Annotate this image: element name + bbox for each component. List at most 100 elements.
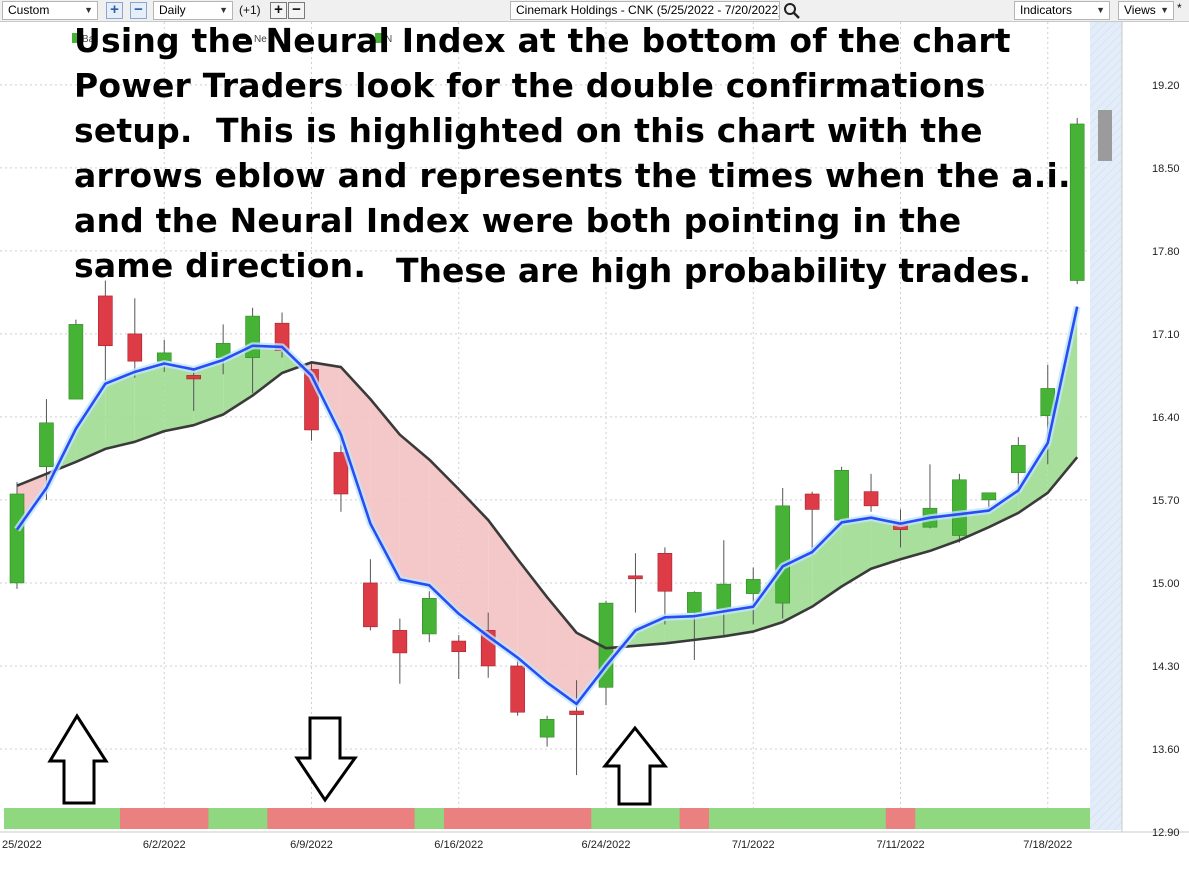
bull-band (753, 566, 783, 632)
candle-up (539, 719, 555, 738)
toolbar: Custom ▼ + − Daily ▼ (+1) + − Cinemark H… (0, 0, 1189, 22)
neural-cell-up (90, 808, 121, 829)
neural-cell-up (650, 808, 681, 829)
legend-bars-label: Ba (82, 34, 95, 45)
neural-cell-down (885, 808, 916, 829)
bear-band (576, 632, 606, 704)
neural-cell-down (355, 808, 386, 829)
shift-plus-button[interactable]: + (270, 2, 287, 19)
price-tick-label: 17.80 (1152, 246, 1180, 258)
scroll-thumb[interactable] (1098, 110, 1112, 161)
price-tick-label: 12.90 (1152, 827, 1180, 839)
candle-down (657, 552, 673, 592)
date-tick-label: 6/24/2022 (582, 839, 631, 851)
neural-cell-down (473, 808, 504, 829)
views-dropdown[interactable]: Views ▼ (1118, 1, 1174, 20)
price-tick-label: 15.00 (1152, 578, 1180, 590)
candle-up (687, 592, 702, 613)
interval-select-value: Daily (159, 3, 186, 17)
bull-band (105, 371, 135, 449)
bear-band (340, 367, 371, 524)
price-chart[interactable]: Ba Ne N 19.20 18.50 17.80 17.10 16.40 15.70 15… (0, 22, 1189, 871)
chevron-down-icon: ▼ (1160, 5, 1169, 15)
candle-down (333, 452, 349, 495)
neural-cell-up (414, 808, 445, 829)
neural-cell-up (709, 808, 740, 829)
date-tick-label: 6/16/2022 (434, 839, 483, 851)
shift-minus-button[interactable]: − (288, 2, 305, 19)
date-tick-label: 7/11/2022 (876, 839, 924, 851)
candle-up (1010, 445, 1026, 473)
up-arrow-icon (47, 713, 109, 805)
bull-band (782, 552, 813, 623)
moving-average-line (16, 361, 1079, 650)
bear-band (429, 459, 459, 614)
price-tick-label: 19.20 (1152, 80, 1180, 92)
date-tick-label: 7/1/2022 (732, 839, 775, 851)
down-arrow-icon (294, 716, 358, 803)
minus-icon: − (134, 1, 143, 18)
symbol-field-value: Cinemark Holdings - CNK (5/25/2022 - 7/2… (516, 3, 780, 17)
bull-band (193, 359, 224, 426)
candle-down (569, 710, 584, 715)
neural-cell-down (149, 808, 180, 829)
symbol-field[interactable]: Cinemark Holdings - CNK (5/25/2022 - 7/2… (510, 1, 780, 20)
price-tick-label: 14.30 (1152, 661, 1180, 673)
chevron-down-icon: ▼ (84, 5, 93, 15)
candle-down (186, 375, 201, 380)
range-select[interactable]: Custom ▼ (2, 1, 98, 20)
zoom-out-button[interactable]: − (130, 2, 147, 19)
neural-cell-down (502, 808, 533, 829)
indicators-label: Indicators (1020, 3, 1073, 17)
neural-cell-up (797, 808, 828, 829)
price-axis: 19.20 18.50 17.80 17.10 16.40 15.70 15.00 14.30… (1152, 80, 1180, 839)
neural-cell-down (385, 808, 416, 829)
bull-band (164, 363, 194, 432)
candle-down (451, 640, 467, 653)
bull-band (635, 617, 665, 646)
bear-band (458, 489, 489, 637)
legend-ma-label: Ne (254, 34, 267, 45)
candle-up (156, 352, 172, 362)
neural-cell-down (326, 808, 357, 829)
bull-band (812, 522, 842, 607)
minus-icon: − (292, 1, 301, 18)
neural-cell-up (915, 808, 946, 829)
neural-cell-down (178, 808, 209, 829)
bull-band (694, 611, 724, 640)
neural-cell-up (208, 808, 239, 829)
search-icon (784, 3, 800, 19)
legend-neural-label: N (385, 34, 392, 45)
legend: Ba Ne N (72, 33, 392, 45)
neural-cell-up (237, 808, 268, 829)
candle-down (127, 333, 143, 362)
probability-note: These are high probability trades. (396, 251, 1032, 290)
neural-cell-up (944, 808, 975, 829)
neural-cell-down (296, 808, 327, 829)
zoom-in-button[interactable]: + (106, 2, 123, 19)
search-button[interactable] (783, 2, 801, 20)
candle-up (68, 324, 84, 400)
bull-band (134, 363, 165, 442)
neural-cell-up (1003, 808, 1034, 829)
neural-cell-up (1033, 808, 1063, 829)
price-tick-label: 13.60 (1152, 744, 1180, 756)
neural-cell-up (61, 808, 92, 829)
indicators-dropdown[interactable]: Indicators ▼ (1014, 1, 1110, 20)
interval-select[interactable]: Daily ▼ (153, 1, 233, 20)
views-marker: * (1177, 1, 1182, 15)
date-axis: 25/2022 6/2/2022 6/9/2022 6/16/2022 6/24/202… (2, 839, 1072, 851)
predicted-line (15, 306, 1079, 706)
views-label: Views (1124, 3, 1156, 17)
candle-down (98, 295, 113, 347)
chevron-down-icon: ▼ (1096, 5, 1105, 15)
date-tick-label: 7/18/2022 (1023, 839, 1072, 851)
candle-up (981, 492, 997, 501)
candle-down (510, 665, 525, 713)
neural-cell-up (591, 808, 622, 829)
neural-cell-up (31, 808, 62, 829)
candle-up (9, 493, 25, 584)
candle-down (628, 575, 643, 580)
candle-up (834, 469, 849, 521)
neural-cell-down (561, 808, 592, 829)
